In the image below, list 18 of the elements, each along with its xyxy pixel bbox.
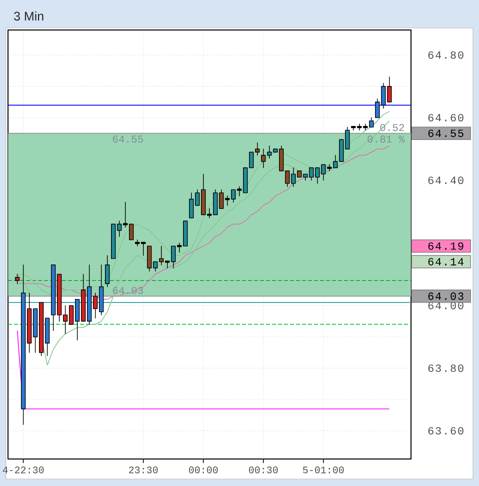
y-tick-label: 64.40 [428, 176, 464, 184]
x-tick-label: 4-22:30 [2, 466, 44, 474]
y-tick-label: 64.60 [428, 114, 464, 122]
chart-title: 3 Min [14, 11, 44, 21]
y-tick-label: 64.55 [428, 130, 464, 138]
x-tick-label: 00:30 [248, 466, 278, 474]
y-tick-label: 64.19 [428, 242, 464, 250]
y-tick-label: 64.14 [428, 258, 464, 266]
y-tick-label: 64.00 [428, 302, 464, 310]
x-tick-label: 00:00 [188, 466, 218, 474]
y-tick-label: 63.80 [428, 364, 464, 372]
y-tick-label: 63.60 [428, 427, 464, 435]
x-tick-label: 5-01:00 [303, 466, 344, 474]
x-tick-label: 23:30 [129, 466, 158, 474]
y-tick-label: 64.03 [428, 292, 464, 300]
annotation: 0.81 % [368, 136, 405, 143]
y-tick-label: 64.80 [428, 51, 464, 59]
annotation: 64.55 [112, 136, 143, 143]
